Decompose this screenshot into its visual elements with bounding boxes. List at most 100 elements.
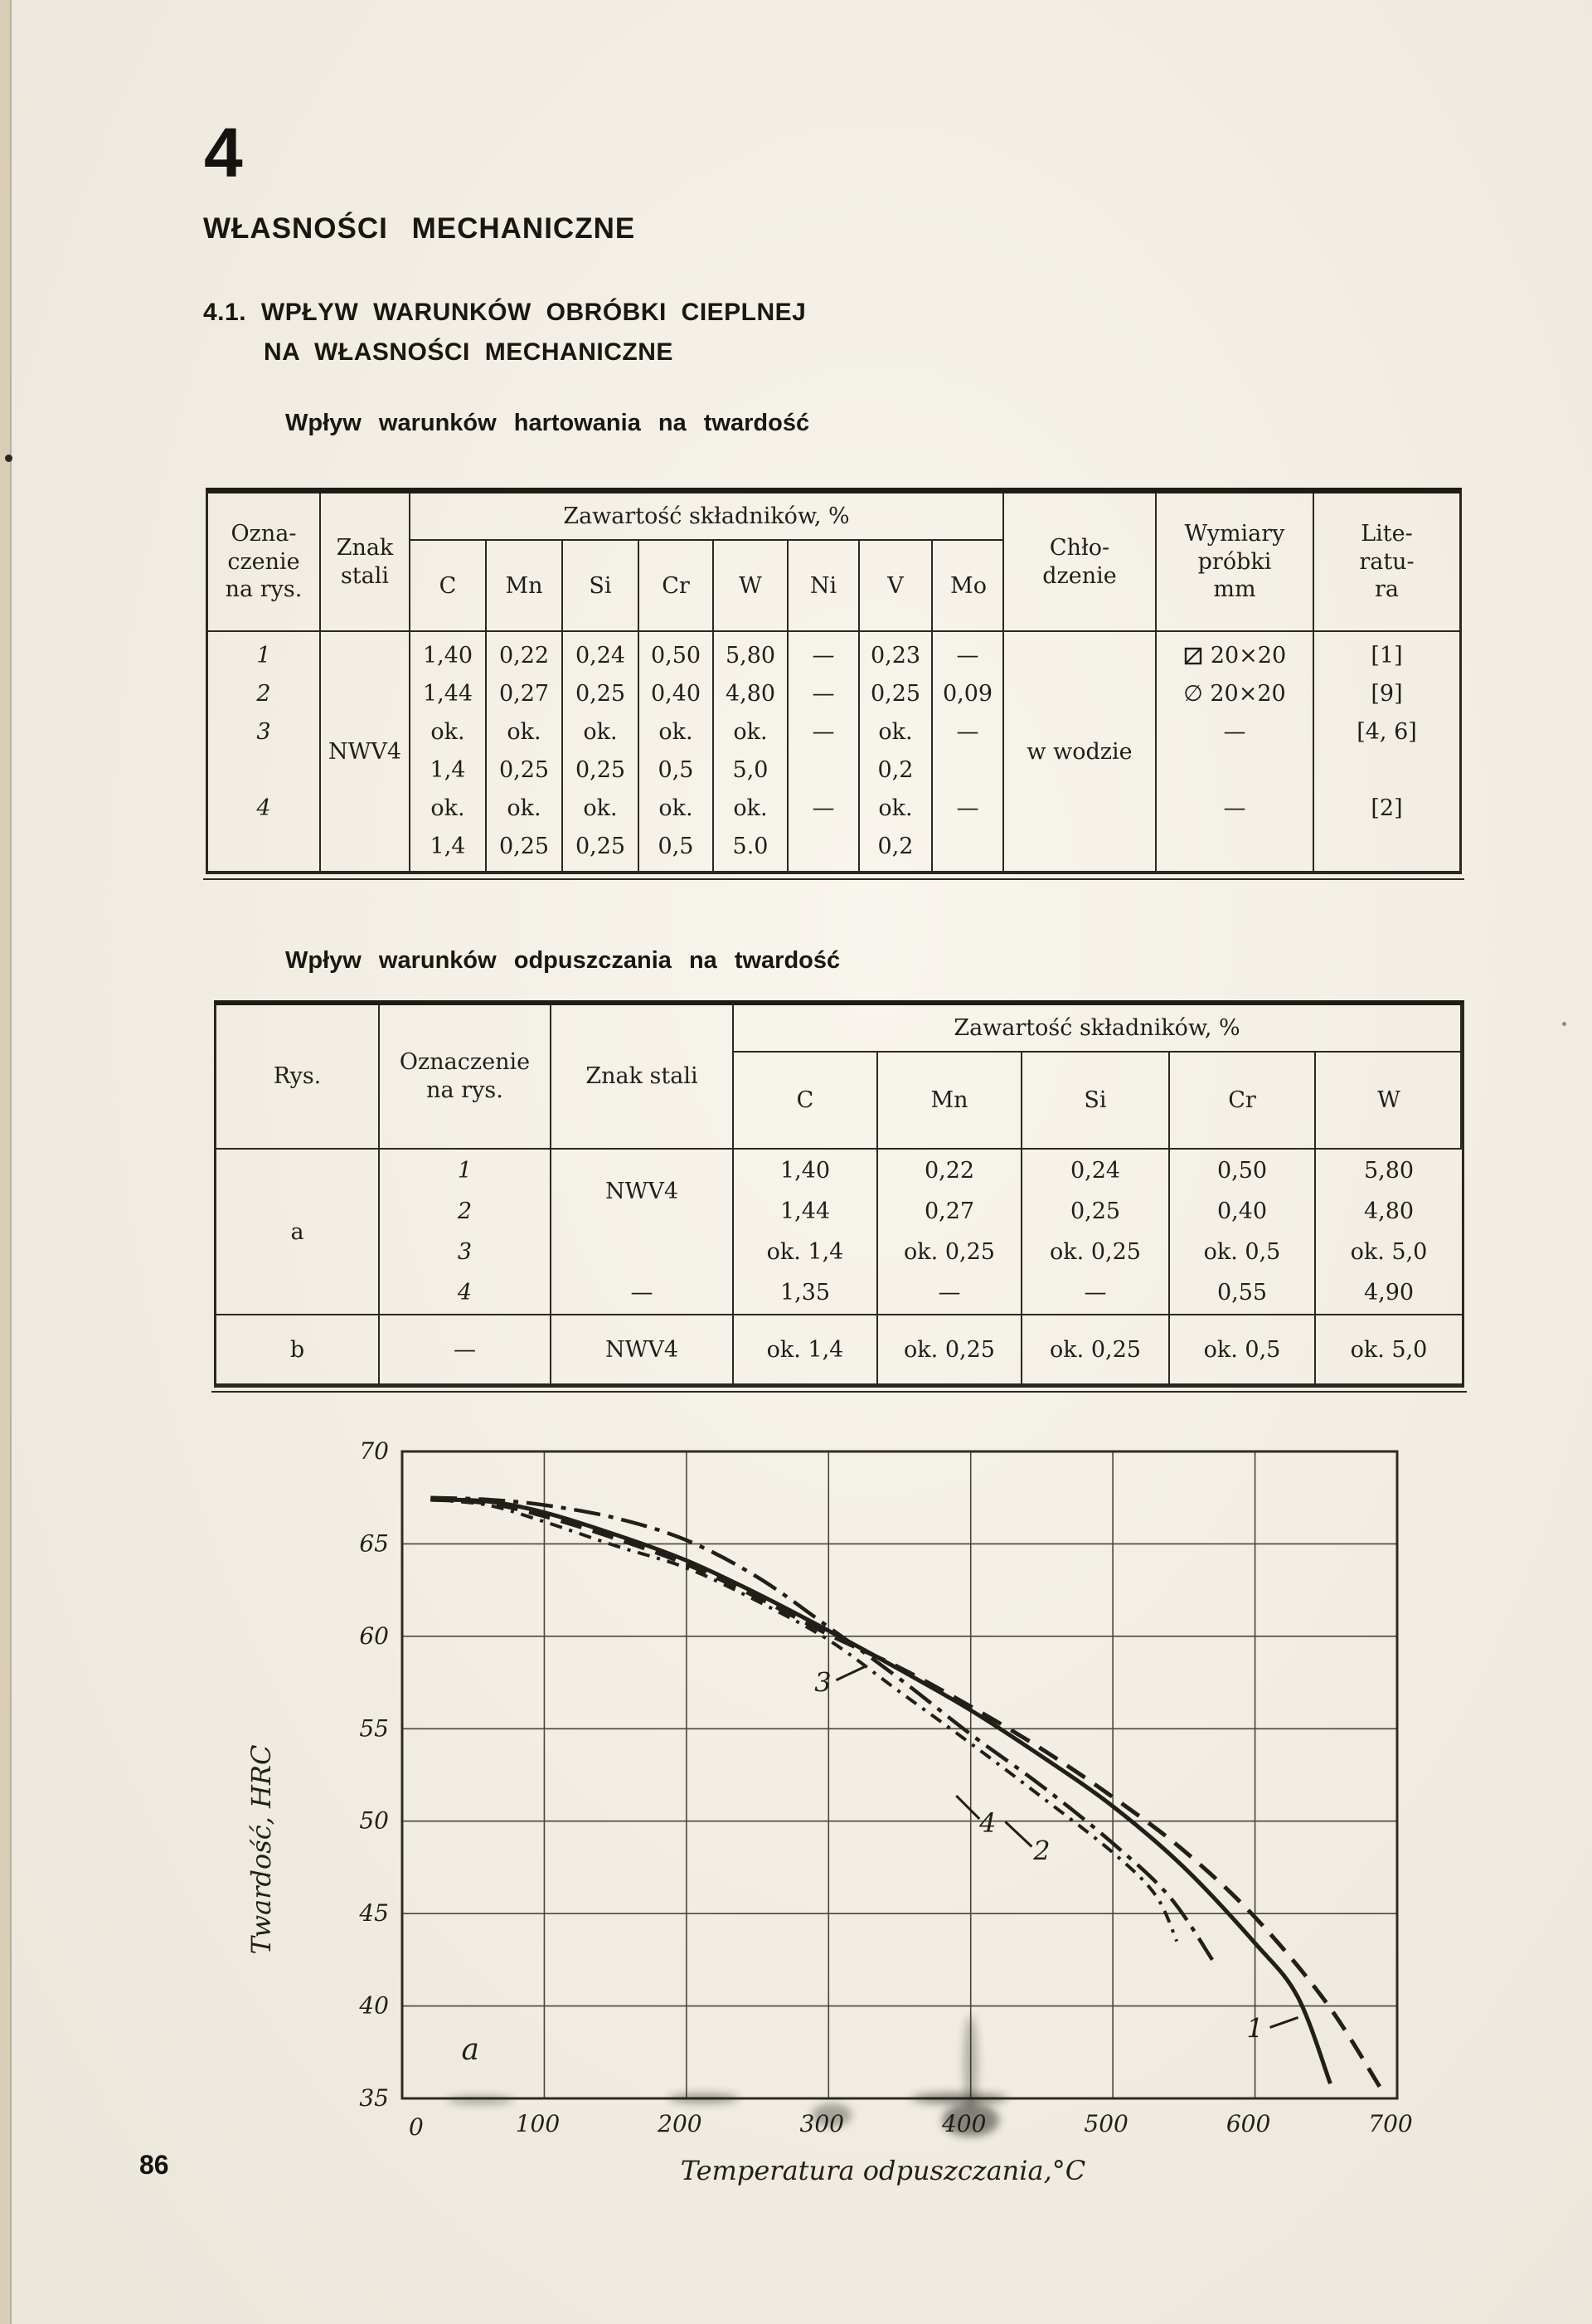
cell	[789, 828, 858, 866]
cell: ok.	[507, 719, 541, 745]
cell: 5,0	[732, 757, 769, 783]
cell: 0,25	[498, 757, 550, 783]
cell: 0,2	[877, 834, 914, 859]
plot-border	[400, 1450, 1399, 2100]
y-tick-label: 50	[359, 1807, 389, 1835]
cell: ok. 0,5	[1203, 1239, 1281, 1265]
cell: ok.	[878, 719, 913, 745]
cell: ok.	[878, 795, 913, 821]
scan-edge-artifact	[0, 0, 10, 2324]
cell: 1	[256, 643, 271, 669]
col-si: ok. 0,25	[1022, 1315, 1170, 1383]
col-mn: ok. 0,25	[878, 1315, 1022, 1383]
cell: 0,27	[924, 1198, 975, 1224]
page-number: 86	[139, 2150, 169, 2180]
cell: 3	[256, 719, 271, 745]
cell: ok.	[658, 719, 693, 745]
col-w: 5,80 4,80 ok. 5,0 ok. 5.0	[714, 632, 789, 871]
header-group-zawartosc: Zawartość składników, % C Mn Si Cr W	[734, 1005, 1462, 1148]
cell: —	[956, 719, 979, 745]
cell: 0,09	[942, 681, 993, 707]
cell: ok.	[430, 719, 465, 745]
cell: ok. 0,5	[1203, 1336, 1281, 1363]
header-group-label: Zawartość składników, %	[734, 1005, 1460, 1053]
x-tick-label: 600	[1226, 2110, 1270, 2137]
cell: ok.	[430, 795, 465, 821]
header-element-w: W	[1377, 1087, 1400, 1113]
hardness-tempering-chart: 35404550556065700100200300400500600700Te…	[245, 1437, 1413, 2186]
y-tick-label: 65	[359, 1529, 389, 1557]
col-ni: — — — —	[789, 632, 860, 871]
curve-label-tick	[955, 1795, 981, 1821]
cell: 0,24	[1070, 1158, 1121, 1184]
cell: [2]	[1371, 795, 1403, 821]
header-element-mn: Mn	[878, 1053, 1022, 1148]
cell: 0,24	[575, 643, 626, 669]
header-element-si: Si	[563, 541, 639, 630]
cooling-medium: w wodzie	[1027, 738, 1133, 765]
cell: —	[956, 643, 979, 669]
header-znak-stali: Znak stali	[321, 493, 410, 630]
header-element-mo: Mo	[950, 572, 987, 599]
col-rys: b	[216, 1315, 380, 1383]
cell	[1157, 751, 1313, 790]
figure-letter: b	[289, 1336, 305, 1363]
cell: 0,25	[498, 834, 550, 859]
cell: —	[812, 795, 835, 821]
chapter-number: 4	[204, 114, 243, 192]
x-tick-label: 0	[409, 2113, 424, 2141]
cell: —	[812, 643, 835, 669]
cell: —	[956, 795, 979, 821]
cell: ok.	[733, 719, 768, 745]
col-znak-stali: NWV4	[551, 1315, 734, 1383]
cell: ok. 1,4	[766, 1336, 844, 1363]
cell: —	[938, 1280, 961, 1305]
curve-label-2: 2	[1032, 1835, 1050, 1867]
cell: 1,44	[422, 681, 473, 707]
x-tick-label: 700	[1368, 2110, 1412, 2137]
header-element-mn: Mn	[487, 541, 563, 630]
cell: ok. 5,0	[1350, 1239, 1428, 1265]
header-element-c: C	[734, 1053, 878, 1148]
scan-speck	[1562, 1022, 1566, 1026]
cell: [4, 6]	[1357, 719, 1417, 745]
col-rys: a	[216, 1150, 380, 1314]
curve-label-tick	[1004, 1821, 1033, 1848]
curve-4	[430, 1497, 1179, 1942]
table2-caption: Wpływ warunków odpuszczania na twardość	[285, 947, 841, 974]
cell: ok.	[733, 795, 768, 821]
chapter-title: WŁASNOŚCI MECHANICZNE	[203, 212, 636, 245]
cell	[1314, 751, 1459, 790]
y-tick-label: 70	[359, 1437, 389, 1465]
tempering-row-a: a 1 2 3 4 NWV4 — 1,40 1,44 ok. 1,4 1,35 …	[216, 1150, 1462, 1314]
scan-smudge	[812, 2103, 852, 2127]
col-oznaczenie: 1 2 3 4	[380, 1150, 551, 1314]
y-tick-label: 60	[359, 1622, 389, 1650]
cell: 0,2	[877, 757, 914, 783]
cell	[933, 751, 1002, 790]
cell: ok.	[583, 719, 618, 745]
dims-value: 20×20	[1210, 643, 1287, 669]
cell: 0,40	[650, 681, 701, 707]
y-tick-label: 45	[358, 1899, 389, 1927]
cell: ok. 0,25	[1050, 1336, 1141, 1363]
cell: ok.	[583, 795, 618, 821]
curve-2	[430, 1497, 1382, 2088]
table1-caption: Wpływ warunków hartowania na twardość	[285, 410, 810, 436]
x-tick-label: 100	[516, 2110, 560, 2137]
cell	[551, 1232, 732, 1272]
scan-smudge	[668, 2093, 739, 2103]
header-literatura: Lite- ratu- ra	[1359, 520, 1415, 603]
cell: 0,5	[658, 757, 694, 783]
col-znak-stali: NWV4 —	[551, 1150, 734, 1314]
cell: 2	[256, 681, 271, 707]
curve-label-tick	[1269, 2016, 1299, 2029]
cell: —	[1223, 795, 1246, 821]
cell: 20×20	[1157, 637, 1313, 675]
cell: 0,50	[1216, 1158, 1268, 1184]
header-element-si: Si	[1022, 1053, 1170, 1148]
col-znak-stali: NWV4	[321, 632, 410, 871]
col-cr: 0,50 0,40 ok. 0,5 0,55	[1170, 1150, 1316, 1314]
cell: 5,80	[725, 643, 776, 669]
